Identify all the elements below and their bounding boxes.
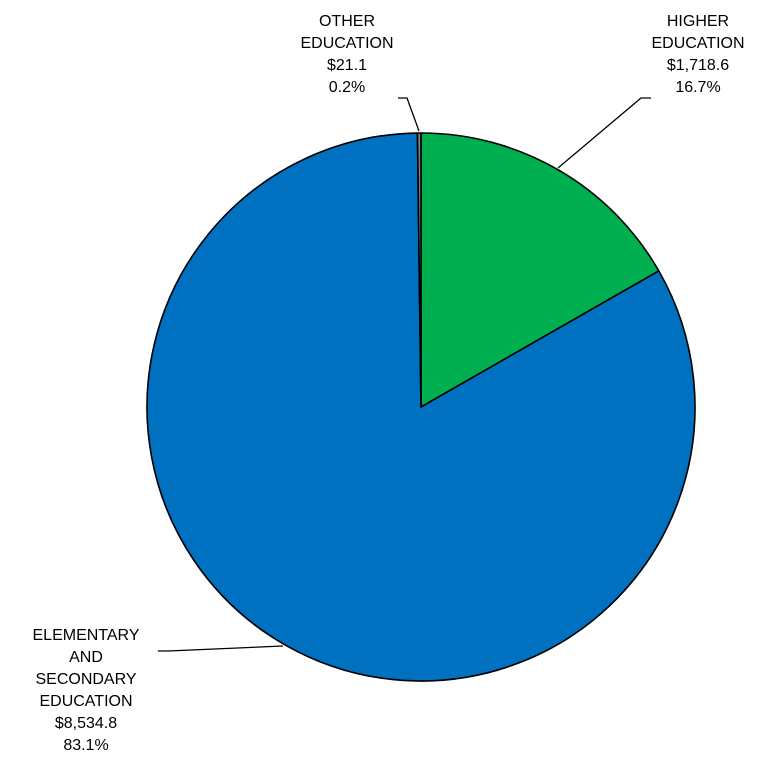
data-label-higher-education: HIGHER EDUCATION $1,718.6 16.7% <box>651 13 744 96</box>
leader-line-higher-education <box>557 97 651 169</box>
leader-lines <box>158 97 651 652</box>
pie-slices <box>146 132 696 682</box>
pie-slice-higher-education <box>420 132 660 408</box>
slice-labels: HIGHER EDUCATION $1,718.6 16.7% ELEMENTARY AN… <box>33 13 745 754</box>
pie-slice-other-education <box>416 132 422 408</box>
leader-line-other-education <box>398 97 420 132</box>
data-label-elementary-secondary-education: ELEMENTARY AND SECONDARY EDUCATION $8,534.8 8… <box>33 627 140 754</box>
data-label-other-education: OTHER EDUCATION $21.1 0.2% <box>300 13 393 96</box>
leader-line-elementary-secondary-education <box>158 645 284 652</box>
